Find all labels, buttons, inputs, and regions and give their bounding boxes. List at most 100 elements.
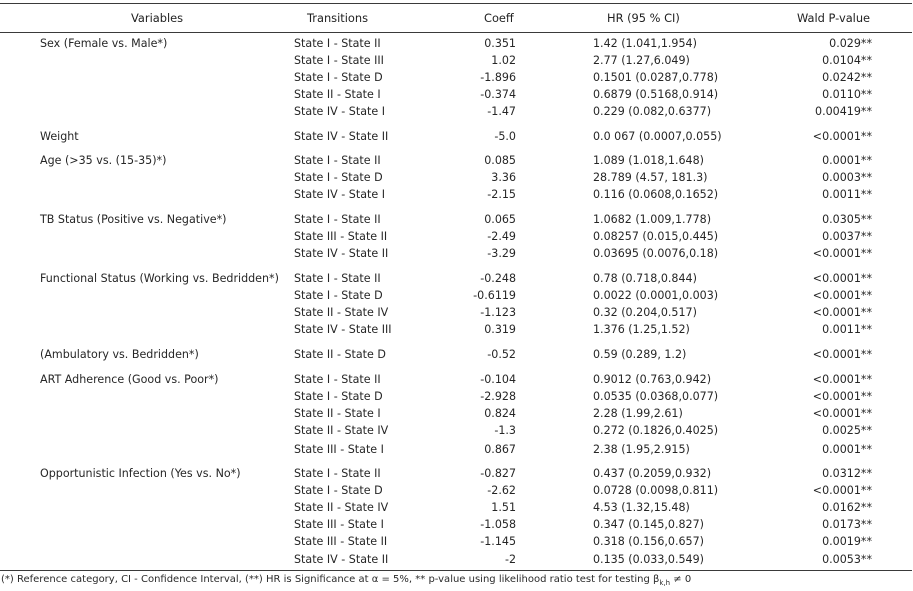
transition-cell: State III - State I <box>294 443 384 456</box>
header-pvalue: Wald P-value <box>797 11 871 25</box>
p-value-cell: <0.0001** <box>812 390 872 403</box>
footnote-subscript: k,h <box>659 579 671 587</box>
transition-cell: State II - State D <box>294 348 386 361</box>
coeff-cell: -0.248 <box>480 272 516 285</box>
table-row: Age (>35 vs. (15-35)*) State I - State II… <box>0 152 912 169</box>
header-rule <box>0 32 912 33</box>
coeff-cell: 0.065 <box>484 213 516 226</box>
footnote: (*) Reference category, CI - Confidence … <box>1 574 691 587</box>
p-value-cell: 0.0305** <box>822 213 872 226</box>
hr-ci-cell: 0.272 (0.1826,0.4025) <box>593 424 719 437</box>
coeff-cell: 0.867 <box>484 443 516 456</box>
coeff-cell: -1.058 <box>480 518 516 531</box>
hr-ci-cell: 0.318 (0.156,0.657) <box>593 535 704 548</box>
coeff-cell: -0.6119 <box>473 289 516 302</box>
transition-cell: State III - State II <box>294 535 388 548</box>
transition-cell: State I - State III <box>294 54 384 67</box>
p-value-cell: 0.029** <box>829 37 872 50</box>
variable-cell: TB Status (Positive vs. Negative*) <box>40 213 227 226</box>
table-row: Opportunistic Infection (Yes vs. No*) Sta… <box>0 465 912 482</box>
hr-ci-cell: 0.0 067 (0.0007,0.055) <box>593 130 722 143</box>
table-row: State I - State D -2.62 0.0728 (0.0098,0.8… <box>0 482 912 499</box>
hr-ci-cell: 2.77 (1.27,6.049) <box>593 54 690 67</box>
table-row: Weight State IV - State II -5.0 0.0 067 (0.… <box>0 128 912 145</box>
hr-ci-cell: 1.0682 (1.009,1.778) <box>593 213 712 226</box>
transition-cell: State IV - State II <box>294 247 389 260</box>
hr-ci-cell: 0.6879 (0.5168,0.914) <box>593 88 719 101</box>
coeff-cell: -1.123 <box>480 306 516 319</box>
hr-ci-cell: 0.59 (0.289, 1.2) <box>593 348 687 361</box>
coeff-cell: -0.52 <box>487 348 516 361</box>
transition-cell: State I - State II <box>294 37 381 50</box>
transition-cell: State I - State II <box>294 467 381 480</box>
transition-cell: State I - State D <box>294 484 383 497</box>
hr-ci-cell: 0.135 (0.033,0.549) <box>593 553 704 566</box>
p-value-cell: <0.0001** <box>812 272 872 285</box>
p-value-cell: <0.0001** <box>812 373 872 386</box>
hr-ci-cell: 2.38 (1.95,2.915) <box>593 443 690 456</box>
variable-cell: Age (>35 vs. (15-35)*) <box>40 154 167 167</box>
hr-ci-cell: 0.03695 (0.0076,0.18) <box>593 247 719 260</box>
coeff-cell: 3.36 <box>491 171 516 184</box>
transition-cell: State I - State D <box>294 390 383 403</box>
table-row: State I - State D 3.36 28.789 (4.57, 181.3… <box>0 169 912 186</box>
variable-cell: Weight <box>40 130 79 143</box>
table-row: State IV - State II -3.29 0.03695 (0.0076,… <box>0 245 912 262</box>
coeff-cell: -0.827 <box>480 467 516 480</box>
hr-ci-cell: 0.437 (0.2059,0.932) <box>593 467 712 480</box>
p-value-cell: <0.0001** <box>812 289 872 302</box>
p-value-cell: 0.0011** <box>822 188 872 201</box>
coeff-cell: -2 <box>504 553 516 566</box>
coeff-cell: -0.374 <box>480 88 516 101</box>
header-hr: HR (95 % CI) <box>607 11 680 25</box>
coeff-cell: -2.49 <box>487 230 516 243</box>
coeff-cell: -3.29 <box>487 247 516 260</box>
p-value-cell: <0.0001** <box>812 348 872 361</box>
p-value-cell: 0.0025** <box>822 424 872 437</box>
table-row: State II - State IV 1.51 4.53 (1.32,15.48)… <box>0 499 912 516</box>
table-row: Functional Status (Working vs. Bedridden… <box>0 270 912 287</box>
table-row: ART Adherence (Good vs. Poor*) State I - … <box>0 371 912 388</box>
p-value-cell: 0.0110** <box>822 88 872 101</box>
coeff-cell: -2.928 <box>480 390 516 403</box>
header-coeff: Coeff <box>484 11 514 25</box>
transition-cell: State II - State IV <box>294 306 389 319</box>
hr-ci-cell: 0.32 (0.204,0.517) <box>593 306 697 319</box>
transition-cell: State I - State II <box>294 373 381 386</box>
top-rule <box>0 3 912 4</box>
transition-cell: State I - State II <box>294 154 381 167</box>
transition-cell: State IV - State II <box>294 130 389 143</box>
hr-ci-cell: 0.0022 (0.0001,0.003) <box>593 289 719 302</box>
hr-ci-cell: 0.0728 (0.0098,0.811) <box>593 484 719 497</box>
p-value-cell: 0.0001** <box>822 443 872 456</box>
table-row: State IV - State III 0.319 1.376 (1.25,1.5… <box>0 321 912 338</box>
footnote-tail: ≠ 0 <box>670 574 692 585</box>
table-row: State IV - State I -1.47 0.229 (0.082,0.63… <box>0 103 912 120</box>
transition-cell: State IV - State III <box>294 323 392 336</box>
coeff-cell: -2.15 <box>487 188 516 201</box>
hr-ci-cell: 0.0535 (0.0368,0.077) <box>593 390 719 403</box>
transition-cell: State IV - State I <box>294 105 385 118</box>
coeff-cell: 0.319 <box>484 323 516 336</box>
p-value-cell: 0.0242** <box>822 71 872 84</box>
hr-ci-cell: 0.116 (0.0608,0.1652) <box>593 188 719 201</box>
table-row: State I - State D -2.928 0.0535 (0.0368,0.… <box>0 388 912 405</box>
p-value-cell: 0.0162** <box>822 501 872 514</box>
variable-cell: ART Adherence (Good vs. Poor*) <box>40 373 219 386</box>
transition-cell: State II - State IV <box>294 424 389 437</box>
coeff-cell: -2.62 <box>487 484 516 497</box>
hr-ci-cell: 0.347 (0.145,0.827) <box>593 518 704 531</box>
table-row: State II - State I -0.374 0.6879 (0.5168,0… <box>0 86 912 103</box>
variable-cell: (Ambulatory vs. Bedridden*) <box>40 348 199 361</box>
p-value-cell: 0.0011** <box>822 323 872 336</box>
transition-cell: State III - State II <box>294 230 388 243</box>
transition-cell: State II - State IV <box>294 501 389 514</box>
p-value-cell: <0.0001** <box>812 306 872 319</box>
table-row: TB Status (Positive vs. Negative*) State … <box>0 211 912 228</box>
hr-ci-cell: 0.08257 (0.015,0.445) <box>593 230 719 243</box>
hr-ci-cell: 1.089 (1.018,1.648) <box>593 154 704 167</box>
coeff-cell: 1.02 <box>491 54 516 67</box>
p-value-cell: 0.0173** <box>822 518 872 531</box>
coeff-cell: -0.104 <box>480 373 516 386</box>
p-value-cell: <0.0001** <box>812 247 872 260</box>
